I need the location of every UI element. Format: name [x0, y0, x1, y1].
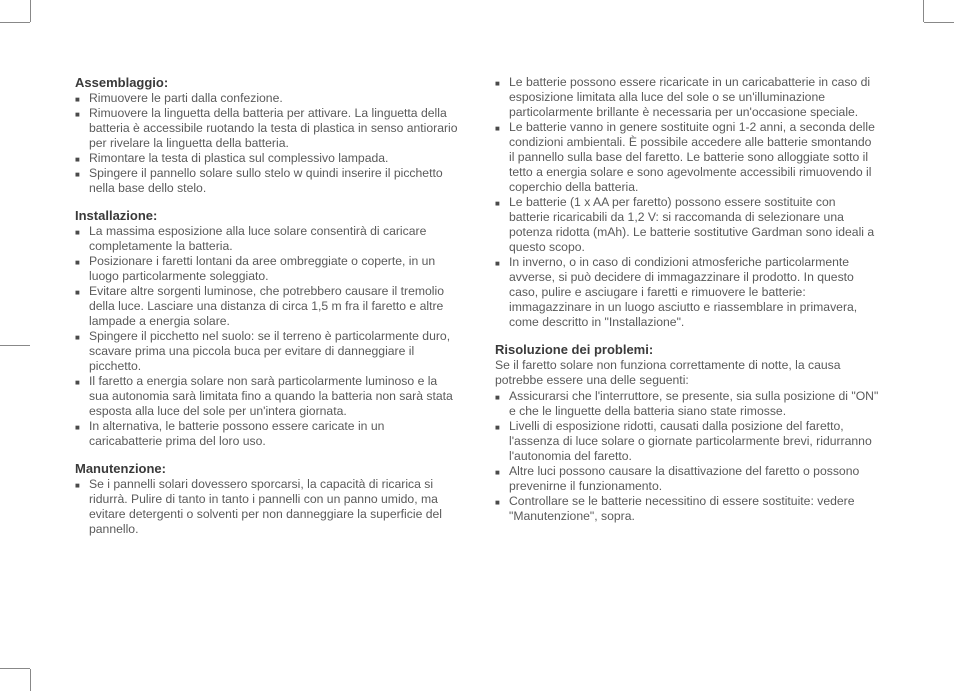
- list-item: In alternativa, le batterie possono esse…: [75, 419, 459, 449]
- assembly-heading: Assemblaggio:: [75, 75, 459, 90]
- maintenance-list-continued: Le batterie possono essere ricaricate in…: [495, 75, 879, 330]
- page-content: Assemblaggio: Rimuovere le parti dalla c…: [75, 75, 879, 549]
- troubleshooting-intro: Se il faretto solare non funziona corret…: [495, 358, 879, 388]
- list-item: Le batterie possono essere ricaricate in…: [495, 75, 879, 120]
- list-item: Spingere il pannello solare sullo stelo …: [75, 166, 459, 196]
- list-item: Rimontare la testa di plastica sul compl…: [75, 151, 459, 166]
- list-item: La massima esposizione alla luce solare …: [75, 224, 459, 254]
- left-column: Assemblaggio: Rimuovere le parti dalla c…: [75, 75, 459, 549]
- crop-mark: [30, 669, 31, 691]
- crop-mark: [30, 0, 31, 22]
- maintenance-heading: Manutenzione:: [75, 461, 459, 476]
- list-item: Evitare altre sorgenti luminose, che pot…: [75, 284, 459, 329]
- troubleshooting-heading: Risoluzione dei problemi:: [495, 342, 879, 357]
- crop-mark: [923, 0, 924, 22]
- list-item: Assicurarsi che l'interruttore, se prese…: [495, 389, 879, 419]
- list-item: Le batterie vanno in genere sostituite o…: [495, 120, 879, 195]
- list-item: Controllare se le batterie necessitino d…: [495, 494, 879, 524]
- list-item: Altre luci possono causare la disattivaz…: [495, 464, 879, 494]
- installation-list: La massima esposizione alla luce solare …: [75, 224, 459, 449]
- assembly-list: Rimuovere le parti dalla confezione. Rim…: [75, 91, 459, 196]
- list-item: Rimuovere le parti dalla confezione.: [75, 91, 459, 106]
- list-item: Se i pannelli solari dovessero sporcarsi…: [75, 477, 459, 537]
- installation-heading: Installazione:: [75, 208, 459, 223]
- list-item: Spingere il picchetto nel suolo: se il t…: [75, 329, 459, 374]
- list-item: Livelli di esposizione ridotti, causati …: [495, 419, 879, 464]
- crop-mark: [0, 668, 30, 669]
- list-item: Le batterie (1 x AA per faretto) possono…: [495, 195, 879, 255]
- right-column: Le batterie possono essere ricaricate in…: [495, 75, 879, 549]
- crop-mark: [924, 22, 954, 23]
- troubleshooting-list: Assicurarsi che l'interruttore, se prese…: [495, 389, 879, 524]
- crop-mark: [0, 345, 30, 346]
- list-item: Il faretto a energia solare non sarà par…: [75, 374, 459, 419]
- maintenance-list: Se i pannelli solari dovessero sporcarsi…: [75, 477, 459, 537]
- list-item: In inverno, o in caso di condizioni atmo…: [495, 255, 879, 330]
- list-item: Rimuovere la linguetta della batteria pe…: [75, 106, 459, 151]
- list-item: Posizionare i faretti lontani da aree om…: [75, 254, 459, 284]
- crop-mark: [0, 22, 30, 23]
